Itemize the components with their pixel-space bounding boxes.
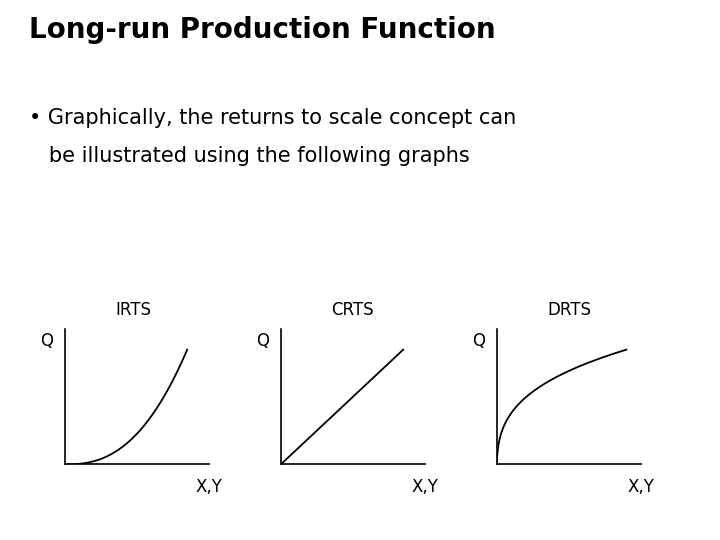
Text: • Graphically, the returns to scale concept can: • Graphically, the returns to scale conc…	[29, 108, 516, 128]
Text: DRTS: DRTS	[547, 301, 591, 319]
Text: X,Y: X,Y	[627, 478, 654, 496]
Text: Long-run Production Function: Long-run Production Function	[29, 16, 495, 44]
Text: X,Y: X,Y	[195, 478, 222, 496]
Text: Q: Q	[472, 332, 485, 350]
Text: Q: Q	[256, 332, 269, 350]
Text: 6-27: 6-27	[680, 517, 706, 528]
Text: Copyright ©2014 Pearson Education, Inc. All rights reserved.: Copyright ©2014 Pearson Education, Inc. …	[14, 517, 355, 528]
Text: IRTS: IRTS	[115, 301, 151, 319]
Text: Q: Q	[40, 332, 53, 350]
Text: be illustrated using the following graphs: be illustrated using the following graph…	[29, 146, 469, 166]
Text: CRTS: CRTS	[331, 301, 374, 319]
Text: X,Y: X,Y	[411, 478, 438, 496]
